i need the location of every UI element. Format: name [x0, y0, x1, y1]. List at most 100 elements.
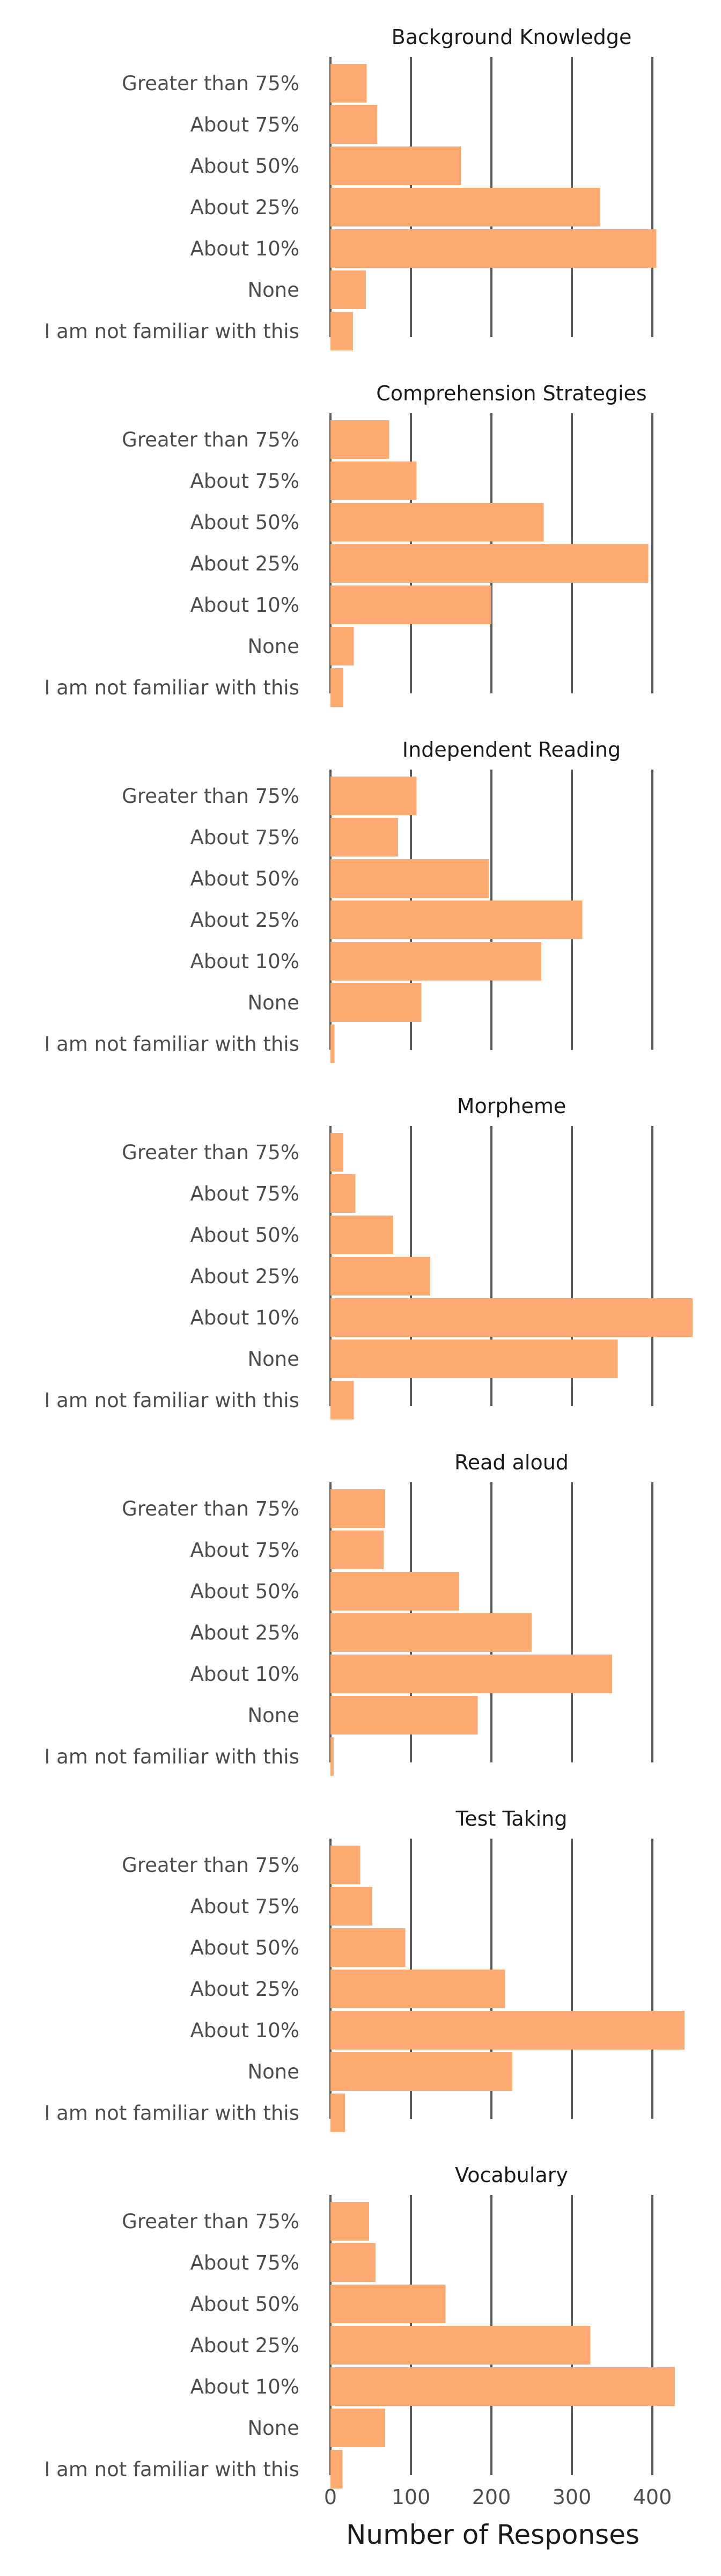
- bar: [330, 2011, 685, 2050]
- x-tick-label: 300: [553, 2485, 592, 2509]
- bar: [330, 627, 354, 665]
- bar: [330, 503, 544, 541]
- bar: [330, 1696, 478, 1735]
- bar: [330, 1846, 360, 1884]
- bar: [330, 544, 649, 583]
- bar: [330, 1381, 354, 1419]
- bar: [330, 1257, 430, 1296]
- category-label: None: [247, 635, 299, 658]
- category-label: About 50%: [190, 1224, 299, 1247]
- x-tick-label: 400: [633, 2485, 672, 2509]
- category-label: None: [247, 991, 299, 1014]
- panel-title: Test Taking: [455, 1807, 568, 1831]
- category-label: About 50%: [190, 155, 299, 178]
- category-label: About 10%: [190, 2019, 299, 2042]
- bar: [330, 270, 366, 309]
- bar: [330, 668, 343, 707]
- bar: [330, 229, 657, 268]
- category-label: About 75%: [190, 1182, 299, 1205]
- bar: [330, 64, 367, 103]
- category-label: About 25%: [190, 1978, 299, 2001]
- category-label: About 10%: [190, 2375, 299, 2398]
- category-label: I am not familiar with this: [44, 1389, 299, 1412]
- category-label: About 75%: [190, 113, 299, 136]
- x-tick-label: 100: [392, 2485, 431, 2509]
- category-label: About 75%: [190, 826, 299, 849]
- bar: [330, 188, 600, 226]
- category-label: About 50%: [190, 2293, 299, 2316]
- category-label: About 10%: [190, 1306, 299, 1329]
- panel-title: Read aloud: [454, 1451, 569, 1474]
- bar: [330, 2202, 369, 2241]
- bar: [330, 1174, 356, 1213]
- bar: [330, 1489, 385, 1528]
- bar: [330, 147, 461, 185]
- category-label: About 25%: [190, 1265, 299, 1288]
- bar: [330, 2326, 591, 2365]
- bar: [330, 777, 417, 815]
- category-label: None: [247, 2417, 299, 2440]
- category-label: About 25%: [190, 196, 299, 219]
- panel-title: Independent Reading: [402, 738, 621, 762]
- category-label: I am not familiar with this: [44, 1745, 299, 1768]
- category-label: I am not familiar with this: [44, 320, 299, 343]
- bar: [330, 1531, 384, 1569]
- category-label: Greater than 75%: [122, 428, 299, 451]
- panel-title: Morpheme: [457, 1094, 566, 1118]
- bar: [330, 983, 422, 1022]
- category-label: About 10%: [190, 950, 299, 973]
- category-label: About 75%: [190, 1539, 299, 1562]
- category-label: I am not familiar with this: [44, 1033, 299, 1056]
- bar: [330, 2285, 446, 2323]
- category-label: Greater than 75%: [122, 785, 299, 808]
- category-label: Greater than 75%: [122, 1497, 299, 1520]
- category-label: About 75%: [190, 470, 299, 493]
- panel-title: Vocabulary: [455, 2163, 568, 2187]
- bar: [330, 1887, 372, 1926]
- category-label: I am not familiar with this: [44, 2458, 299, 2481]
- category-label: I am not familiar with this: [44, 2102, 299, 2125]
- bar: [330, 1024, 335, 1063]
- bar: [330, 2094, 345, 2132]
- bar: [330, 859, 489, 898]
- category-label: None: [247, 2060, 299, 2083]
- bar: [330, 2367, 675, 2406]
- x-tick-label: 200: [472, 2485, 511, 2509]
- category-label: About 50%: [190, 867, 299, 890]
- bar: [330, 2052, 512, 2091]
- bar: [330, 2450, 343, 2489]
- x-axis-title: Number of Responses: [346, 2519, 639, 2550]
- panel-title: Comprehension Strategies: [376, 382, 646, 405]
- category-label: About 50%: [190, 511, 299, 534]
- category-label: None: [247, 1704, 299, 1727]
- category-label: About 25%: [190, 552, 299, 575]
- bar: [330, 1737, 334, 1776]
- category-label: About 25%: [190, 2334, 299, 2357]
- bar: [330, 1298, 693, 1337]
- category-label: About 10%: [190, 1663, 299, 1686]
- bar: [330, 312, 353, 350]
- bar: [330, 1613, 532, 1652]
- bar: [330, 818, 398, 857]
- bar: [330, 901, 583, 939]
- category-label: About 10%: [190, 237, 299, 260]
- bar: [330, 1572, 459, 1611]
- category-label: Greater than 75%: [122, 72, 299, 95]
- category-label: About 50%: [190, 1936, 299, 1959]
- bar: [330, 2409, 385, 2447]
- bar: [330, 1133, 343, 1172]
- bar: [330, 1928, 406, 1967]
- bar: [330, 1340, 618, 1378]
- bar: [330, 2243, 376, 2282]
- bar: [330, 1655, 612, 1693]
- category-label: I am not familiar with this: [44, 676, 299, 699]
- category-label: About 10%: [190, 594, 299, 617]
- category-label: About 25%: [190, 909, 299, 932]
- category-label: Greater than 75%: [122, 2210, 299, 2233]
- bar: [330, 942, 541, 980]
- category-label: About 50%: [190, 1580, 299, 1603]
- panel-title: Background Knowledge: [392, 25, 632, 49]
- bar: [330, 420, 389, 459]
- category-label: Greater than 75%: [122, 1141, 299, 1164]
